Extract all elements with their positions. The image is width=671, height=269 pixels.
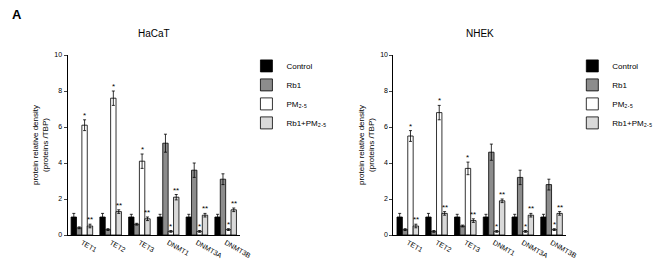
svg-text:*: * <box>227 220 230 229</box>
svg-text:DNMT3A: DNMT3A <box>195 239 224 260</box>
svg-text:0: 0 <box>384 231 388 238</box>
svg-text:Rb1+PM₂.₅: Rb1+PM₂.₅ <box>286 119 326 128</box>
svg-text:TET2: TET2 <box>108 239 126 254</box>
svg-text:*: * <box>553 220 556 229</box>
svg-text:DNMT3B: DNMT3B <box>549 239 578 260</box>
svg-text:TET3: TET3 <box>463 239 481 254</box>
svg-text:8: 8 <box>384 87 388 94</box>
svg-text:4: 4 <box>58 159 62 166</box>
svg-text:*: * <box>409 122 412 131</box>
svg-text:DNMT3B: DNMT3B <box>223 239 252 260</box>
svg-text:*: * <box>141 145 144 154</box>
svg-text:*: * <box>495 222 498 231</box>
svg-text:*: * <box>466 153 469 162</box>
svg-text:Control: Control <box>612 62 638 71</box>
svg-text:6: 6 <box>58 123 62 130</box>
svg-text:*: * <box>198 222 201 231</box>
svg-text:**: ** <box>499 190 505 199</box>
svg-text:2: 2 <box>58 195 62 202</box>
svg-text:DNMT1: DNMT1 <box>166 239 190 257</box>
svg-text:A: A <box>12 7 22 22</box>
svg-text:**: ** <box>87 215 93 224</box>
svg-text:**: ** <box>470 210 476 219</box>
svg-text:*: * <box>524 222 527 231</box>
svg-text:*: * <box>112 82 115 91</box>
svg-text:2: 2 <box>384 195 388 202</box>
svg-text:**: ** <box>202 204 208 213</box>
svg-text:TET1: TET1 <box>80 239 98 254</box>
svg-text:4: 4 <box>384 159 388 166</box>
svg-text:protein relative density(prote: protein relative density(proteins /TBP) <box>357 105 376 185</box>
svg-text:Control: Control <box>286 62 312 71</box>
svg-text:Rb1: Rb1 <box>612 81 627 90</box>
svg-text:10: 10 <box>54 51 62 58</box>
svg-text:TET2: TET2 <box>434 239 452 254</box>
svg-text:Rb1: Rb1 <box>286 81 301 90</box>
svg-text:DNMT1: DNMT1 <box>492 239 516 257</box>
svg-text:**: ** <box>413 215 419 224</box>
svg-text:6: 6 <box>384 123 388 130</box>
svg-text:**: ** <box>528 204 534 213</box>
svg-text:*: * <box>169 222 172 231</box>
svg-text:TET1: TET1 <box>406 239 424 254</box>
svg-text:TET3: TET3 <box>137 239 155 254</box>
svg-text:**: ** <box>116 201 122 210</box>
svg-text:**: ** <box>557 203 563 212</box>
svg-text:protein relative density(prote: protein relative density(proteins /TBP) <box>31 105 50 185</box>
svg-text:**: ** <box>173 186 179 195</box>
svg-text:0: 0 <box>58 231 62 238</box>
svg-text:DNMT3A: DNMT3A <box>521 239 550 260</box>
svg-text:**: ** <box>144 208 150 217</box>
svg-text:*: * <box>83 111 86 120</box>
svg-text:PM₂.₅: PM₂.₅ <box>286 100 307 109</box>
svg-text:**: ** <box>231 199 237 208</box>
svg-text:*: * <box>438 96 441 105</box>
svg-text:10: 10 <box>380 51 388 58</box>
svg-text:8: 8 <box>58 87 62 94</box>
svg-text:Rb1+PM₂.₅: Rb1+PM₂.₅ <box>612 119 652 128</box>
svg-text:PM₂.₅: PM₂.₅ <box>612 100 633 109</box>
svg-text:HaCaT: HaCaT <box>138 28 170 39</box>
svg-text:NHEK: NHEK <box>466 28 494 39</box>
svg-text:**: ** <box>442 203 448 212</box>
